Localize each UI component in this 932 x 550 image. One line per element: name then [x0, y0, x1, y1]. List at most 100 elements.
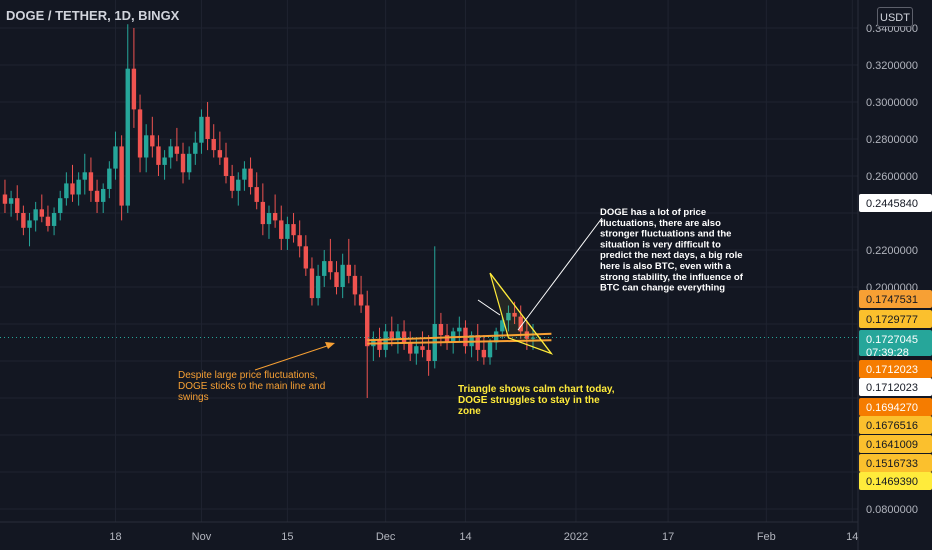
channel-line-bottom: [367, 339, 552, 345]
candle-body: [358, 294, 364, 306]
candle-body: [217, 150, 223, 158]
candle-body: [260, 201, 266, 225]
price-label: 0.1712023: [866, 364, 918, 376]
candle-body: [143, 135, 149, 158]
note-triangle-line: DOGE struggles to stay in the: [458, 395, 600, 406]
y-tick-label: 0.3200000: [866, 60, 918, 72]
candle-body: [530, 337, 536, 339]
price-label-bg: [859, 435, 932, 453]
candle-body: [303, 246, 309, 269]
candle-body: [64, 183, 69, 199]
price-label: 0.1747531: [866, 294, 918, 306]
candle-body: [193, 142, 198, 154]
candle-body: [420, 346, 425, 350]
arrow-left-head: [325, 342, 335, 349]
note-right-line: here is also BTC, even with a: [600, 261, 732, 272]
price-label: 0.1641009: [866, 439, 918, 451]
y-tick-label: 0.2800000: [866, 134, 918, 146]
candle-body: [211, 139, 216, 151]
candle-body: [285, 224, 290, 239]
candle-body: [199, 116, 204, 143]
candle-body: [481, 349, 487, 358]
candle-body: [469, 335, 474, 347]
arrow-left-shaft: [254, 344, 331, 371]
price-label-bg: [859, 290, 932, 308]
candle-body: [408, 342, 413, 354]
note-right-line: fluctuations, there are also: [600, 218, 721, 229]
candle-body: [328, 261, 333, 273]
candle-body: [15, 198, 20, 213]
candle-body: [8, 198, 14, 204]
y-tick-label: 0.3000000: [866, 97, 918, 109]
candle-body: [401, 331, 407, 343]
candle-body: [291, 224, 296, 236]
price-label-bg: [859, 454, 932, 472]
candle-body: [334, 272, 339, 287]
y-tick-label: 0.2600000: [866, 171, 918, 183]
price-label: 0.1516733: [866, 458, 918, 470]
candle-body: [223, 157, 229, 176]
candle-body: [352, 275, 358, 295]
candle-body: [174, 146, 180, 154]
note-right-line: strong stability, the influence of: [600, 272, 744, 283]
x-tick-label: Feb: [757, 531, 776, 543]
candle-body: [156, 146, 161, 165]
note-right-line: stronger fluctuations and the: [600, 229, 731, 240]
price-label: 0.1729777: [866, 314, 918, 326]
candle-body: [506, 312, 511, 321]
candle-body: [51, 213, 57, 226]
price-label: 0.2445840: [866, 198, 918, 210]
candle-body: [254, 187, 259, 202]
candle-body: [58, 198, 63, 213]
candle-body: [2, 194, 8, 204]
price-label-bg: [859, 194, 932, 212]
x-tick-label: 14: [459, 531, 471, 543]
note-left-line: Despite large price fluctuations,: [178, 370, 318, 381]
x-tick-label: 15: [281, 531, 293, 543]
candle-body: [426, 349, 431, 361]
candle-body: [266, 213, 272, 225]
y-tick-label: 0.0800000: [866, 504, 918, 516]
candle-body: [242, 168, 247, 180]
candle-body: [444, 335, 450, 343]
candle-body: [180, 153, 186, 173]
candle-body: [125, 68, 130, 206]
price-label: 0.1676516: [866, 420, 918, 432]
candle-body: [395, 331, 401, 339]
candle-body: [186, 153, 192, 173]
candle-body: [162, 157, 167, 165]
candle-body: [94, 190, 100, 202]
candle-body: [107, 168, 112, 189]
candle-body: [315, 275, 321, 299]
x-tick-label: Nov: [192, 531, 212, 543]
candle-body: [438, 324, 444, 336]
price-label-bg: [859, 472, 932, 490]
y-tick-label: 0.2200000: [866, 245, 918, 257]
candle-body: [82, 172, 87, 180]
candle-body: [150, 135, 155, 147]
candle-body: [297, 235, 302, 247]
candle-body: [137, 109, 143, 158]
price-label-bg: [859, 416, 932, 434]
note-right-line: predict the next days, a big role: [600, 250, 743, 261]
x-tick-label: Dec: [376, 531, 396, 543]
x-tick-label: 2022: [564, 531, 588, 543]
arrow-small-line: [477, 299, 501, 316]
note-right-line: situation is very difficult to: [600, 239, 721, 250]
candle-body: [340, 264, 345, 287]
candle-body: [346, 264, 351, 276]
candle-body: [383, 331, 388, 350]
price-label-bg: [859, 330, 932, 356]
candle-body: [487, 342, 493, 358]
price-label-bg: [859, 310, 932, 328]
price-label: 0.1694270: [866, 402, 918, 414]
price-label-bg: [859, 398, 932, 416]
candle-body: [70, 183, 75, 195]
price-label: 0.1712023: [866, 382, 918, 394]
note-right-line: DOGE has a lot of price: [600, 207, 706, 218]
price-label-bg: [859, 378, 932, 396]
candle-body: [457, 327, 462, 332]
candle-body: [322, 261, 327, 276]
currency-button[interactable]: USDT: [877, 7, 913, 27]
